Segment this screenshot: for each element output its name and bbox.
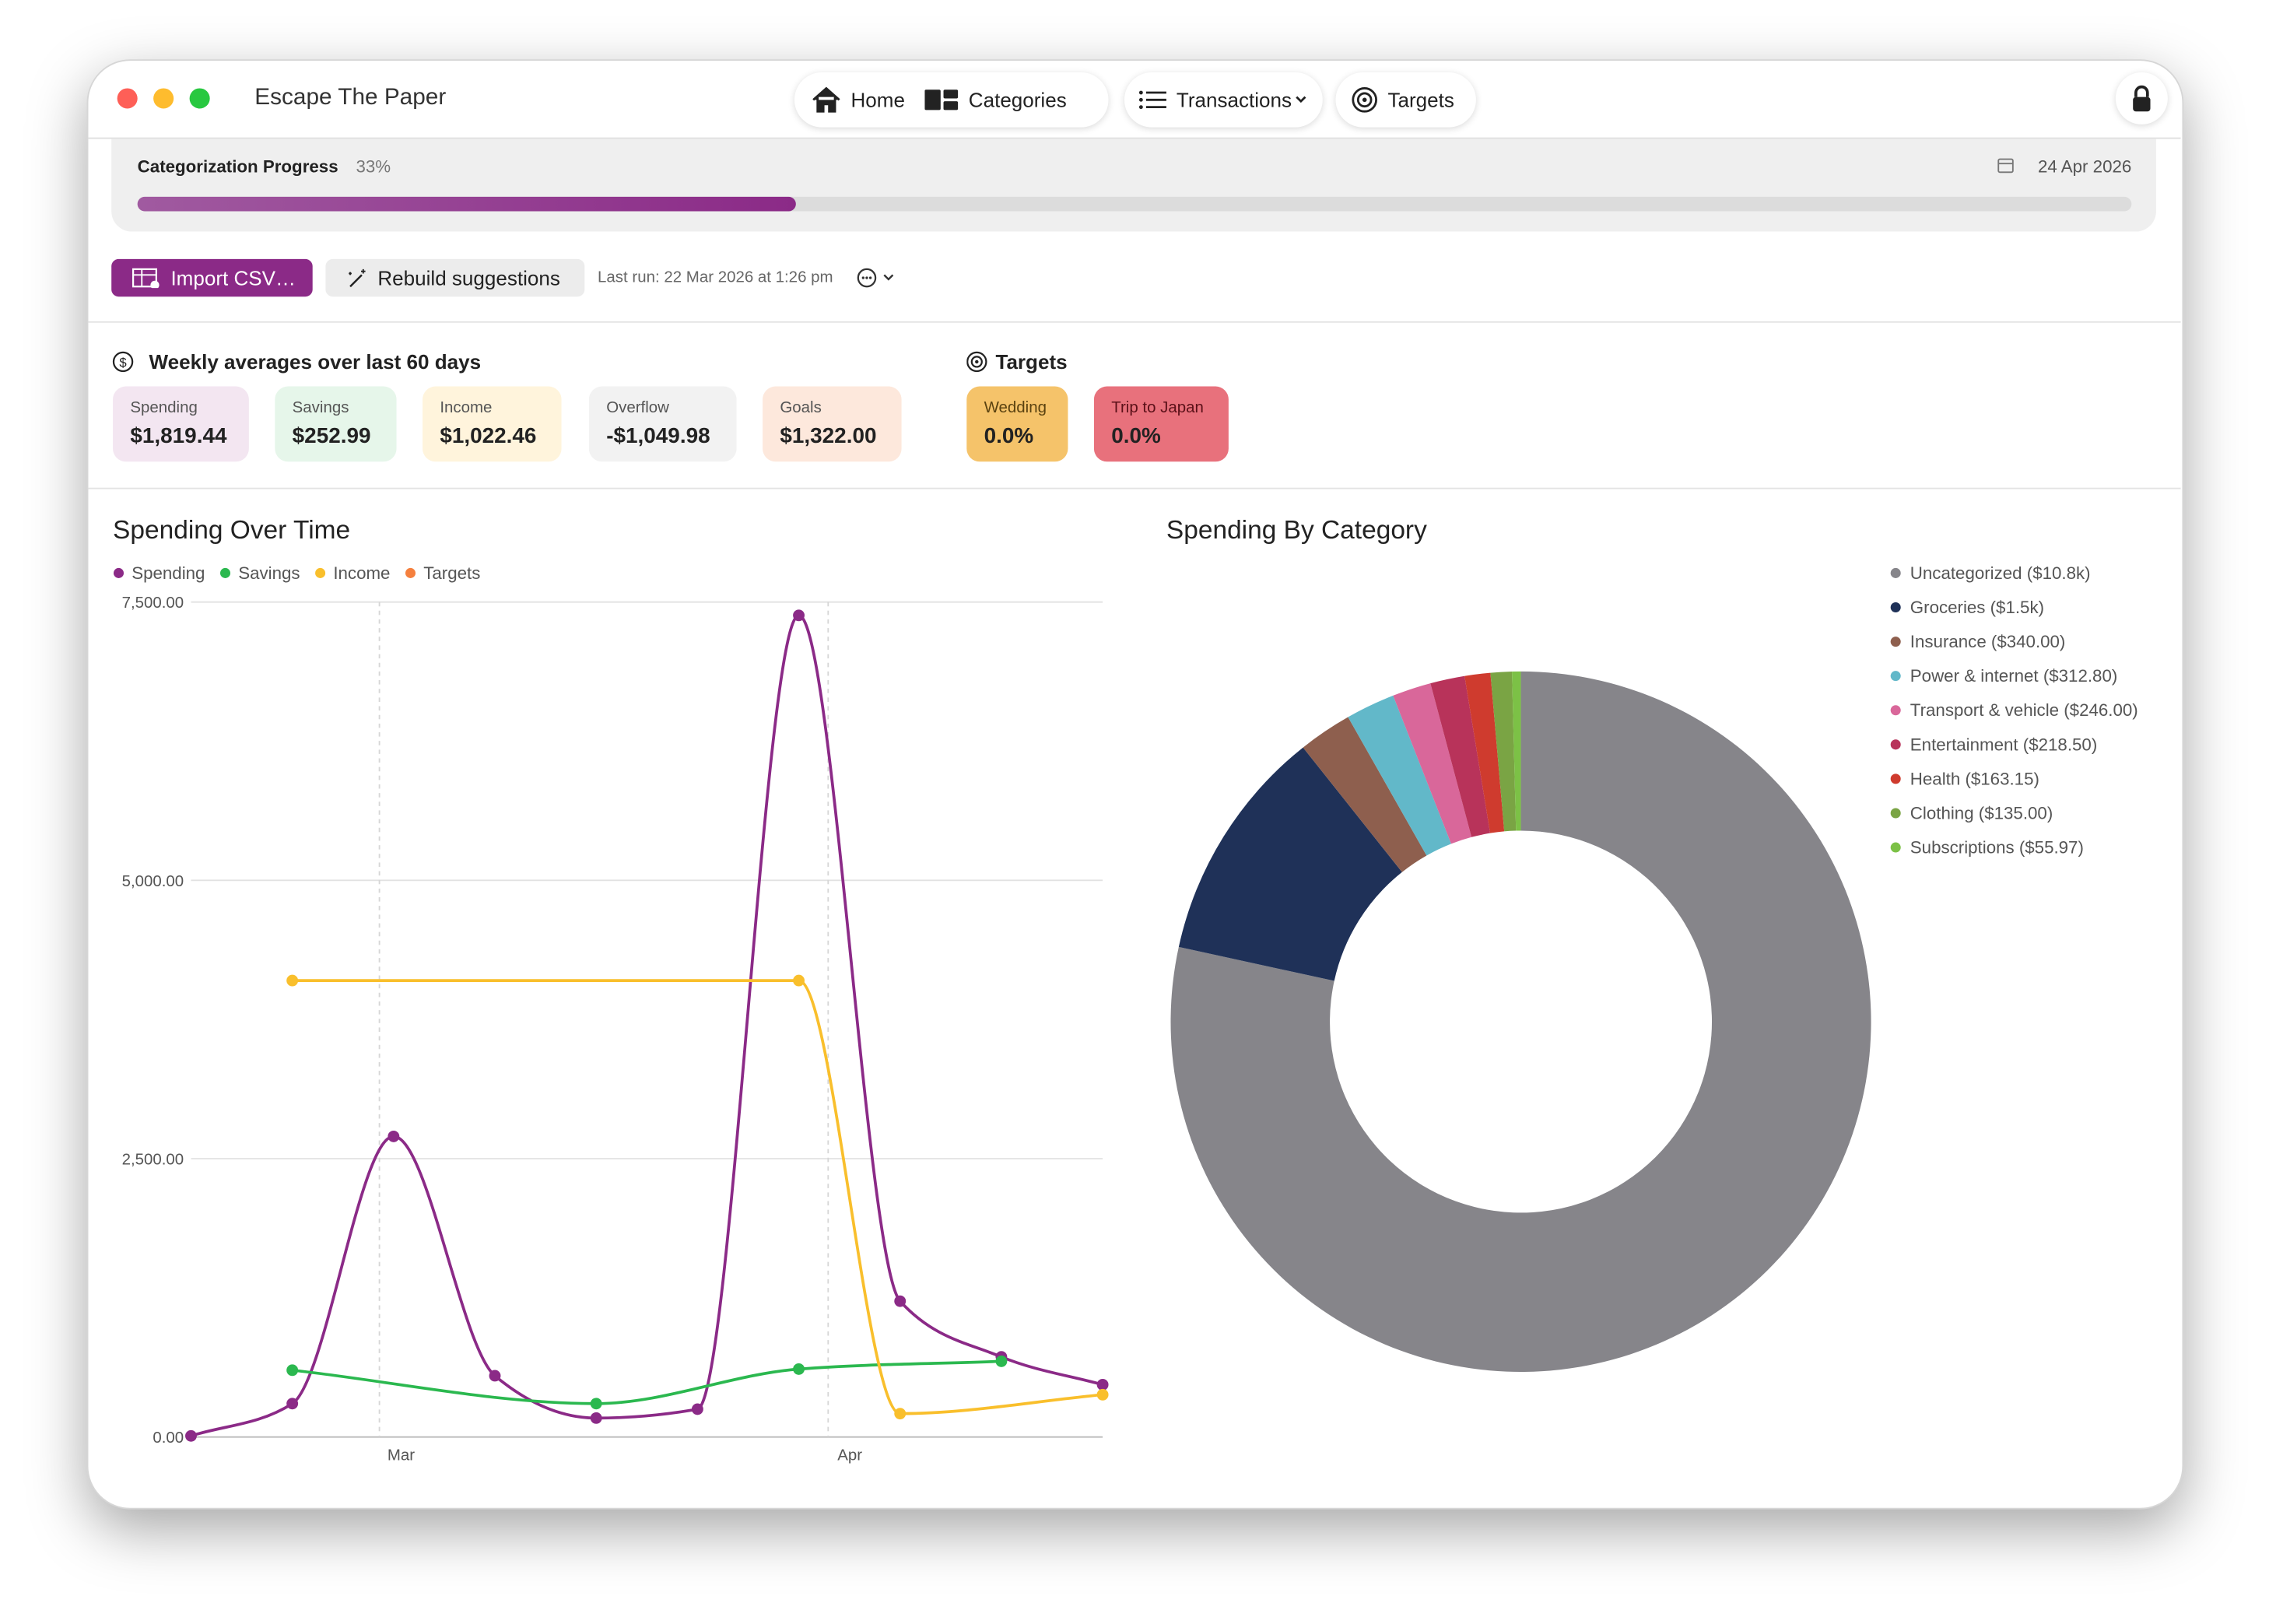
y-tick-label: 2,500.00	[122, 1150, 184, 1168]
data-point	[793, 975, 805, 987]
legend-label: Targets	[423, 563, 480, 583]
legend-label: Savings	[238, 563, 300, 583]
chart-title: Spending By Category	[1166, 516, 1427, 545]
data-point	[286, 975, 298, 987]
data-point	[591, 1412, 602, 1424]
data-point	[692, 1403, 703, 1415]
series-line	[191, 616, 1103, 1436]
data-point	[894, 1296, 906, 1307]
legend-swatch	[315, 568, 325, 578]
chart-title: Spending Over Time	[113, 516, 350, 545]
data-point	[1097, 1379, 1109, 1391]
legend-swatch	[1891, 705, 1901, 715]
legend-label: Income	[333, 563, 390, 583]
legend-swatch	[1891, 843, 1901, 853]
legend-swatch	[1891, 671, 1901, 681]
legend-swatch	[114, 568, 124, 578]
legend-label: Entertainment ($218.50)	[1910, 735, 2097, 754]
y-tick-label: 0.00	[153, 1429, 184, 1447]
data-point	[185, 1430, 197, 1442]
legend-swatch	[1891, 773, 1901, 784]
data-point	[1097, 1389, 1109, 1401]
legend-label: Insurance ($340.00)	[1910, 632, 2066, 651]
legend-label: Transport & vehicle ($246.00)	[1910, 700, 2138, 720]
data-point	[489, 1370, 501, 1382]
legend-swatch	[1891, 808, 1901, 818]
legend-label: Power & internet ($312.80)	[1910, 666, 2117, 686]
legend-swatch	[220, 568, 230, 578]
data-point	[894, 1408, 906, 1419]
data-point	[591, 1398, 602, 1409]
legend-swatch	[1891, 602, 1901, 612]
legend-label: Groceries ($1.5k)	[1910, 598, 2044, 617]
data-point	[388, 1131, 399, 1142]
legend-label: Spending	[132, 563, 205, 583]
data-point	[286, 1398, 298, 1409]
x-tick-label: Mar	[388, 1446, 415, 1464]
legend-swatch	[1891, 568, 1901, 578]
legend-label: Uncategorized ($10.8k)	[1910, 563, 2091, 583]
legend-label: Health ($163.15)	[1910, 769, 2039, 788]
data-point	[995, 1356, 1007, 1367]
legend-swatch	[1891, 739, 1901, 749]
data-point	[793, 1363, 805, 1375]
series-line	[293, 1361, 1001, 1403]
x-tick-label: Apr	[837, 1446, 862, 1464]
legend-label: Subscriptions ($55.97)	[1910, 837, 2084, 857]
y-tick-label: 7,500.00	[122, 594, 184, 612]
legend-label: Clothing ($135.00)	[1910, 803, 2053, 823]
y-tick-label: 5,000.00	[122, 872, 184, 890]
legend-swatch	[1891, 637, 1901, 647]
data-point	[286, 1364, 298, 1376]
data-point	[793, 609, 805, 621]
legend-swatch	[405, 568, 416, 578]
